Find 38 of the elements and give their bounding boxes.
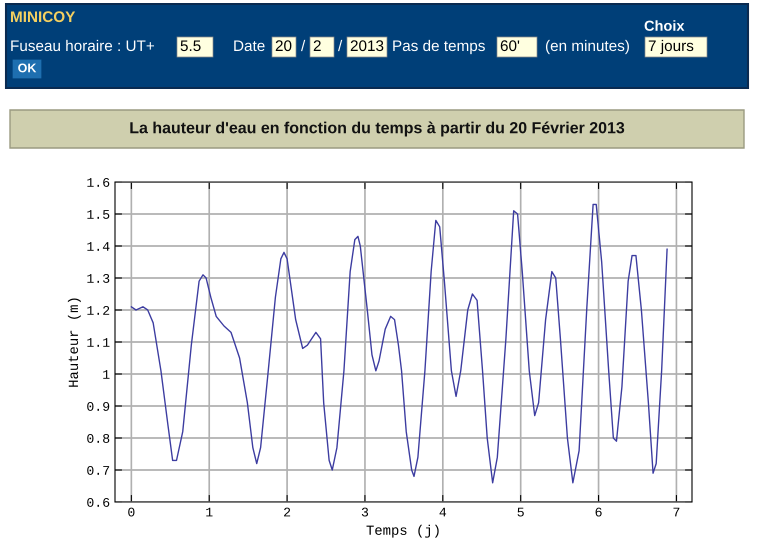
text: / xyxy=(301,40,306,52)
x-tick-label: 4 xyxy=(440,508,446,516)
x-tick-label: 7 xyxy=(673,508,680,516)
text: 60' xyxy=(500,40,520,52)
x-tick-label: 6 xyxy=(596,508,602,517)
text: / xyxy=(338,40,342,52)
text: 5.5 xyxy=(180,40,201,52)
x-tick-label: 1 xyxy=(206,508,213,516)
text: 20 xyxy=(276,40,292,52)
text: 2 xyxy=(314,40,321,51)
text: Pas de temps xyxy=(393,40,485,54)
text: 7 jours xyxy=(648,40,694,54)
y-tick-label: 1.4 xyxy=(87,242,110,251)
line-series xyxy=(130,204,668,484)
text: OK xyxy=(18,64,36,72)
y-tick-label: 1.5 xyxy=(87,210,110,219)
text: (en minutes) xyxy=(546,40,629,54)
y-tick-label: 0.9 xyxy=(87,402,110,411)
y-tick-label: 1.3 xyxy=(87,274,110,283)
text: 2013 xyxy=(350,40,384,52)
x-tick-label: 0 xyxy=(128,508,134,517)
y-tick-label: 1 xyxy=(103,370,110,379)
chart-title: La hauteur d'eau en fonction du temps à partir du 20 Février 2013 xyxy=(130,121,624,137)
y-tick-label: 0.7 xyxy=(87,466,110,475)
y-tick-label: 0.8 xyxy=(87,434,110,443)
text: Choix xyxy=(644,20,684,31)
text: MINICOY xyxy=(11,11,76,22)
x-axis-title: Temps (j) xyxy=(366,524,439,538)
y-tick-label: 1.1 xyxy=(87,338,110,347)
y-tick-label: 0.6 xyxy=(87,498,110,507)
x-tick-label: 2 xyxy=(284,508,290,516)
x-tick-label: 3 xyxy=(362,508,368,517)
text: Fuseau horaire : UT+ xyxy=(11,40,154,52)
y-tick-label: 1.2 xyxy=(87,306,110,315)
x-tick-label: 5 xyxy=(518,508,524,517)
text: Date xyxy=(234,40,265,52)
y-axis-title: Hauteur (m) xyxy=(68,298,81,387)
y-tick-label: 1.6 xyxy=(87,178,110,187)
